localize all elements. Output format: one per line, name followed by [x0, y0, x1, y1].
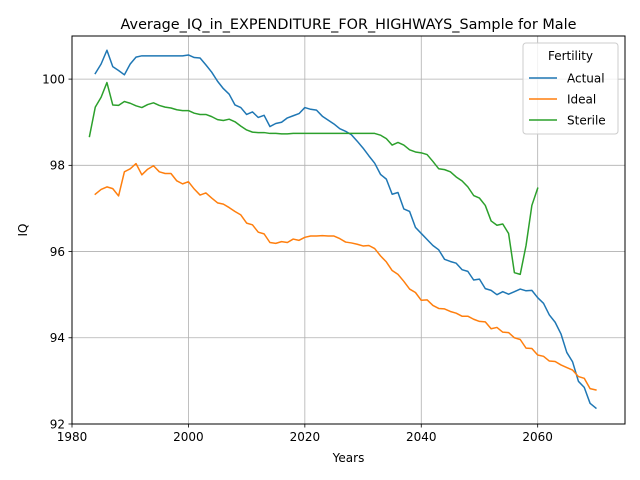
x-tick-label: 2020	[290, 430, 321, 444]
legend: Fertility Actual Ideal Sterile	[522, 42, 619, 135]
legend-label-ideal: Ideal	[567, 92, 596, 106]
x-tick-label: 2000	[173, 430, 204, 444]
x-tick-label: 1980	[57, 430, 88, 444]
series-lines	[88, 49, 597, 410]
x-tick-label: 2060	[522, 430, 553, 444]
series-line-sterile	[88, 81, 539, 276]
y-tick-label: 96	[50, 245, 65, 259]
series-line-actual	[94, 49, 597, 410]
axis-ticks: 1980 2000 2020 2040 2060 92 94 96 98 100	[42, 72, 553, 444]
series-line-ideal	[94, 162, 597, 391]
y-tick-label: 98	[50, 159, 65, 173]
y-tick-label: 100	[42, 72, 65, 86]
y-axis-label: IQ	[16, 224, 30, 237]
x-tick-label: 2040	[406, 430, 437, 444]
legend-title: Fertility	[548, 49, 593, 63]
y-tick-label: 92	[50, 417, 65, 431]
legend-label-sterile: Sterile	[567, 113, 606, 127]
legend-box	[522, 42, 619, 135]
plot-frame	[71, 35, 626, 425]
y-tick-label: 94	[50, 331, 65, 345]
legend-label-actual: Actual	[567, 71, 605, 85]
chart-title: Average_IQ_in_EXPENDITURE_FOR_HIGHWAYS_S…	[121, 17, 577, 33]
x-axis-label: Years	[332, 451, 365, 465]
